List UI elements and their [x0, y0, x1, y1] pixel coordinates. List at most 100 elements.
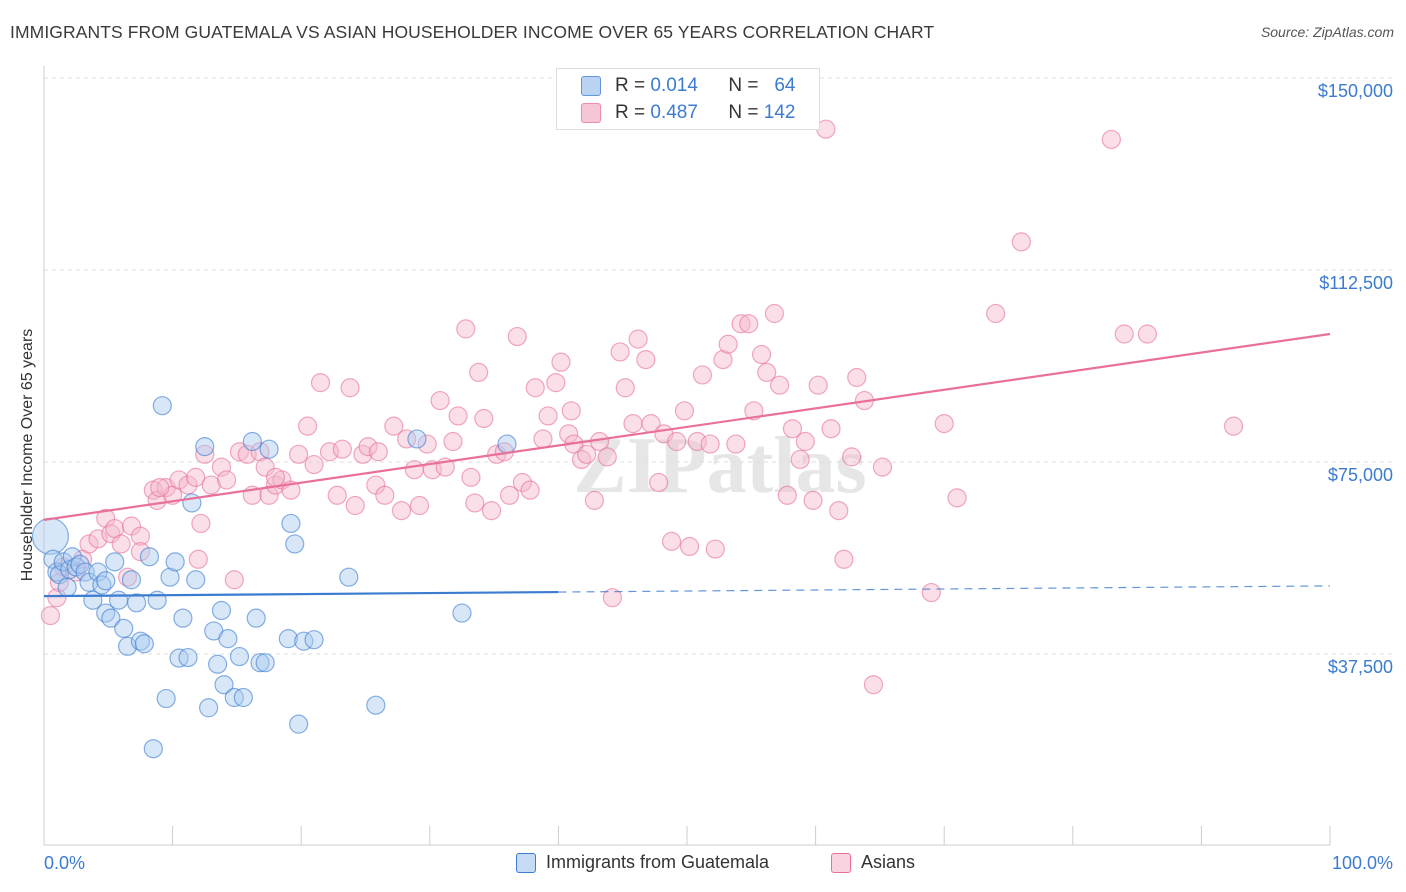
guatemala-point: [178, 647, 198, 668]
asians-point: [289, 444, 309, 464]
asians-swatch: [581, 103, 601, 123]
asians-point: [533, 429, 553, 449]
asians-point: [525, 378, 545, 398]
asians-point: [872, 457, 893, 477]
asians-point: [101, 524, 121, 544]
guatemala-point: [173, 608, 193, 628]
guatemala-point: [101, 608, 121, 628]
guatemala-point: [53, 552, 73, 572]
asians-point: [757, 362, 777, 382]
asians-point: [1223, 416, 1244, 436]
asians-point: [512, 472, 532, 493]
guatemala-point: [143, 739, 163, 759]
guatemala-trend-extension: [558, 585, 1331, 593]
guatemala-point: [407, 429, 427, 449]
guatemala-trend-line: [43, 590, 559, 598]
guatemala-point: [114, 618, 134, 639]
guatemala-point: [285, 534, 305, 554]
r-label: R =: [615, 102, 646, 123]
guatemala-point: [31, 517, 70, 555]
n-value: 142: [763, 102, 796, 123]
bottom-legend: Immigrants from Guatemala Asians: [0, 852, 1406, 878]
asians-point: [739, 314, 759, 334]
asians-point: [1137, 324, 1157, 344]
asians-point: [417, 434, 437, 454]
asians-point: [559, 424, 579, 444]
asians-point: [538, 406, 558, 426]
asians-point: [934, 414, 954, 434]
legend-swatch-asians: [831, 852, 851, 873]
asians-point: [310, 373, 331, 393]
asians-point: [169, 470, 189, 490]
asians-point: [764, 303, 785, 324]
guatemala-point: [214, 675, 234, 695]
guatemala-point: [57, 577, 77, 598]
legend-label-guatemala: Immigrants from Guatemala: [546, 852, 770, 872]
n-label: N =: [728, 75, 759, 96]
asians-point: [863, 675, 884, 695]
asians-point: [481, 501, 502, 521]
asians-point: [461, 467, 481, 487]
asians-point: [667, 431, 687, 452]
asians-point: [808, 375, 828, 395]
asians-point: [47, 588, 67, 608]
r-label: R =: [615, 75, 646, 96]
asians-point: [178, 475, 198, 495]
asians-point: [1011, 232, 1031, 252]
asians-point: [726, 434, 746, 454]
guatemala-point: [339, 567, 359, 587]
asians-point: [692, 365, 713, 385]
guatemala-point: [165, 552, 185, 572]
asians-point: [397, 429, 417, 449]
guatemala-point: [108, 590, 129, 610]
guatemala-point: [294, 631, 314, 651]
asians-point: [327, 485, 347, 505]
guatemala-point: [255, 653, 275, 673]
asians-point: [571, 449, 592, 470]
guatemala-point: [452, 603, 472, 623]
asians-point: [195, 444, 215, 464]
guatemala-point: [218, 629, 238, 649]
asians-point: [130, 526, 151, 546]
r-value: 0.014: [650, 75, 698, 96]
asians-point: [111, 534, 131, 554]
asians-point: [744, 401, 764, 421]
asians-point: [777, 485, 797, 505]
guatemala-point: [62, 547, 82, 567]
asians-point: [615, 378, 635, 398]
legend-item-guatemala[interactable]: Immigrants from Guatemala: [516, 852, 769, 873]
asians-point: [842, 447, 862, 467]
asians-point: [465, 493, 485, 513]
guatemala-point: [259, 439, 279, 459]
asians-point: [1101, 129, 1121, 150]
asians-point: [847, 367, 867, 388]
trend-lines: [43, 332, 1331, 598]
asians-point: [597, 447, 617, 467]
asians-point: [628, 329, 648, 349]
legend-item-asians[interactable]: Asians: [831, 852, 915, 873]
watermark: ZIPatlas: [573, 422, 866, 510]
asians-point: [456, 319, 476, 339]
legend-label-asians: Asians: [861, 852, 916, 872]
guatemala-point: [147, 590, 167, 610]
asians-point: [705, 539, 725, 559]
guatemala-point: [250, 653, 270, 673]
guatemala-swatch: [581, 76, 601, 96]
asians-point: [636, 350, 656, 370]
asians-point: [404, 460, 424, 480]
guatemala-point: [96, 603, 116, 623]
guatemala-points: [31, 396, 517, 759]
guatemala-point: [105, 552, 125, 572]
guatemala-point: [211, 600, 232, 621]
source-credit: Source: ZipAtlas.com: [1260, 24, 1394, 40]
guatemala-point: [134, 634, 154, 654]
asians-point: [188, 549, 208, 569]
guatemala-point: [199, 698, 219, 718]
guatemala-point: [497, 434, 517, 454]
asians-point: [546, 373, 566, 393]
asians-point: [829, 501, 849, 521]
asians-point: [332, 439, 352, 459]
asians-point: [130, 541, 151, 562]
asians-point: [623, 414, 643, 434]
